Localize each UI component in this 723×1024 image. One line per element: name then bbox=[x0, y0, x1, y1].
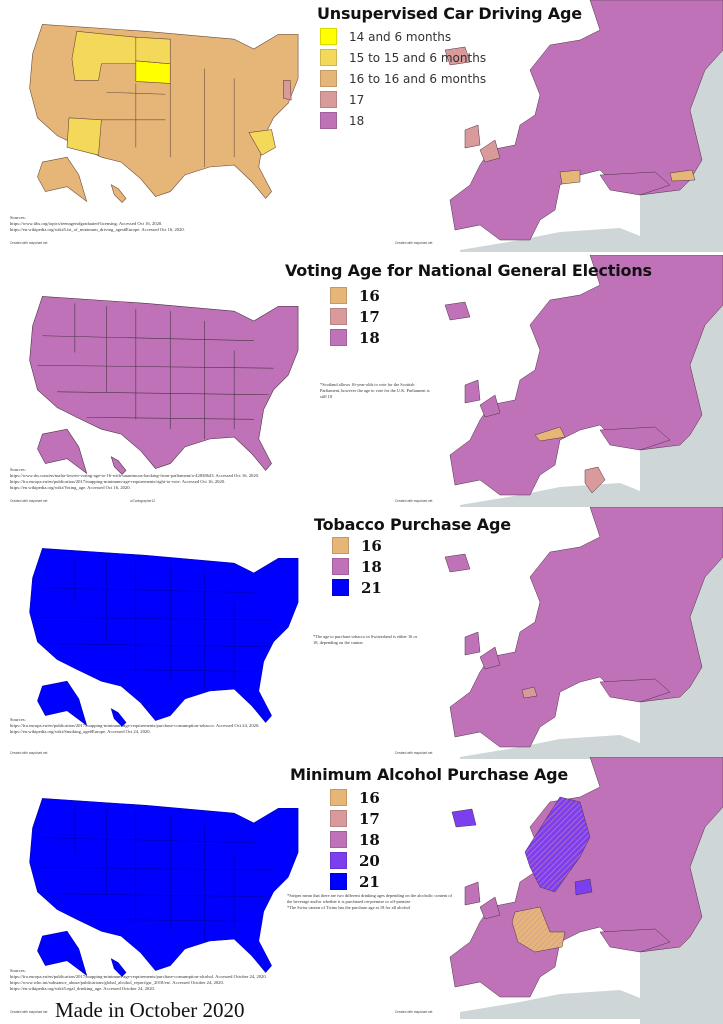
legend-swatch bbox=[330, 287, 347, 304]
source-link[interactable]: https://en.wikipedia.org/wiki/List_of_mi… bbox=[10, 227, 185, 232]
panel-alcohol-age: Minimum Alcohol Purchase Age 16 17 18 20… bbox=[0, 757, 723, 1024]
credit: Created with mapchart.net bbox=[395, 751, 433, 755]
europe-map-driving bbox=[444, 0, 723, 252]
source-link[interactable]: https://fra.europa.eu/en/publication/201… bbox=[10, 479, 226, 484]
legend: 14 and 6 months 15 to 15 and 6 months 16… bbox=[320, 26, 486, 131]
legend-item: 17 bbox=[320, 89, 486, 110]
legend-swatch bbox=[330, 831, 347, 848]
legend-swatch bbox=[330, 789, 347, 806]
source-link[interactable]: https://www.dw.com/en/malta-lowers-votin… bbox=[10, 473, 260, 478]
legend-item: 15 to 15 and 6 months bbox=[320, 47, 486, 68]
sources: Sources: https://fra.europa.eu/en/public… bbox=[10, 968, 267, 991]
footnote: *Stripes mean that there are two differe… bbox=[287, 893, 452, 910]
panel-tobacco-age: Tobacco Purchase Age 16 18 21 *The age t… bbox=[0, 507, 723, 759]
legend-label: 17 bbox=[349, 92, 365, 107]
source-link[interactable]: https://fra.europa.eu/en/publication/201… bbox=[10, 723, 260, 728]
legend-label: 16 bbox=[359, 286, 380, 305]
legend-swatch bbox=[332, 558, 349, 575]
legend-swatch bbox=[330, 329, 347, 346]
sources: Sources: https://fra.europa.eu/en/public… bbox=[10, 717, 260, 734]
europe-map-tobacco bbox=[444, 507, 723, 759]
source-link[interactable]: https://www.who.int/substance_abuse/publ… bbox=[10, 980, 224, 985]
legend-swatch bbox=[320, 91, 337, 108]
legend-item: 20 bbox=[330, 850, 380, 871]
source-link[interactable]: https://en.wikipedia.org/wiki/Voting_age… bbox=[10, 485, 131, 490]
legend-item: 21 bbox=[332, 577, 382, 598]
legend-label: 16 to 16 and 6 months bbox=[349, 71, 487, 86]
sources: Sources: https://www.iihs.org/topics/tee… bbox=[10, 215, 185, 232]
legend-label: 21 bbox=[359, 872, 380, 891]
legend-label: 18 bbox=[349, 113, 365, 128]
credit: Created with mapchart.net bbox=[395, 241, 433, 245]
legend-swatch bbox=[330, 810, 347, 827]
footnote-ticino: *The Swiss canton of Ticino has the purc… bbox=[287, 904, 411, 910]
legend-swatch bbox=[320, 112, 337, 129]
legend-item: 16 to 16 and 6 months bbox=[320, 68, 486, 89]
us-map-driving bbox=[29, 24, 299, 203]
legend-label: 17 bbox=[359, 809, 380, 828]
footnote: *The age to purchase tobacco in Switzerl… bbox=[313, 634, 418, 645]
source-link[interactable]: https://en.wikipedia.org/wiki/Smoking_ag… bbox=[10, 729, 151, 734]
source-link[interactable]: https://fra.europa.eu/en/publication/201… bbox=[10, 974, 267, 979]
legend-item: 18 bbox=[330, 829, 380, 850]
title: Tobacco Purchase Age bbox=[314, 515, 511, 534]
legend-item: 16 bbox=[330, 285, 380, 306]
legend-item: 14 and 6 months bbox=[320, 26, 486, 47]
europe-map-alcohol bbox=[449, 757, 723, 1024]
legend-label: 18 bbox=[361, 557, 382, 576]
credit: Created with mapchart.net bbox=[10, 751, 48, 755]
legend-item: 18 bbox=[320, 110, 486, 131]
panel-voting-age: Voting Age for National General Election… bbox=[0, 255, 723, 507]
us-map-tobacco bbox=[29, 548, 299, 727]
legend-item: 16 bbox=[332, 535, 382, 556]
legend-swatch bbox=[320, 28, 337, 45]
legend-swatch bbox=[320, 49, 337, 66]
legend: 16 17 18 20 21 bbox=[330, 787, 380, 892]
legend-label: 16 bbox=[359, 788, 380, 807]
title: Unsupervised Car Driving Age bbox=[317, 4, 582, 23]
europe-map-voting bbox=[444, 255, 723, 507]
legend-label: 21 bbox=[361, 578, 382, 597]
credit: Created with mapchart.net bbox=[395, 499, 433, 503]
legend-swatch bbox=[330, 852, 347, 869]
us-map-alcohol bbox=[29, 798, 299, 977]
legend-item: 16 bbox=[330, 787, 380, 808]
title: Voting Age for National General Election… bbox=[285, 261, 652, 280]
legend-swatch bbox=[330, 308, 347, 325]
legend-label: 18 bbox=[359, 328, 380, 347]
credit-author: u/Cartographer12 bbox=[130, 499, 155, 503]
legend-item: 18 bbox=[330, 327, 380, 348]
us-map-voting bbox=[29, 296, 299, 475]
credit: Created with mapchart.net bbox=[10, 1010, 48, 1014]
footnote: *Scotland allows 16-year-olds to vote fo… bbox=[320, 382, 430, 399]
legend-swatch bbox=[332, 579, 349, 596]
legend-swatch bbox=[320, 70, 337, 87]
sources: Sources: https://www.dw.com/en/malta-low… bbox=[10, 467, 260, 490]
legend-item: 21 bbox=[330, 871, 380, 892]
credit: Created with mapchart.net bbox=[10, 241, 48, 245]
footnote-stripes: *Stripes mean that there are two differe… bbox=[287, 893, 453, 904]
legend: 16 17 18 bbox=[330, 285, 380, 348]
legend-label: 15 to 15 and 6 months bbox=[349, 50, 487, 65]
legend-label: 16 bbox=[361, 536, 382, 555]
made-in-label: Made in October 2020 bbox=[55, 998, 245, 1022]
source-link[interactable]: https://en.wikipedia.org/wiki/Legal_drin… bbox=[10, 986, 155, 991]
title: Minimum Alcohol Purchase Age bbox=[290, 765, 569, 784]
legend-swatch bbox=[332, 537, 349, 554]
legend-item: 17 bbox=[330, 306, 380, 327]
credit: Created with mapchart.net bbox=[395, 1010, 433, 1014]
legend-item: 18 bbox=[332, 556, 382, 577]
legend-item: 17 bbox=[330, 808, 380, 829]
source-link[interactable]: https://www.iihs.org/topics/teenagers#gr… bbox=[10, 221, 163, 226]
panel-driving-age: Unsupervised Car Driving Age 14 and 6 mo… bbox=[0, 0, 723, 252]
legend: 16 18 21 bbox=[332, 535, 382, 598]
credit: Created with mapchart.net bbox=[10, 499, 48, 503]
legend-label: 20 bbox=[359, 851, 380, 870]
legend-label: 14 and 6 months bbox=[349, 29, 452, 44]
legend-label: 18 bbox=[359, 830, 380, 849]
legend-label: 17 bbox=[359, 307, 380, 326]
legend-swatch bbox=[330, 873, 347, 890]
